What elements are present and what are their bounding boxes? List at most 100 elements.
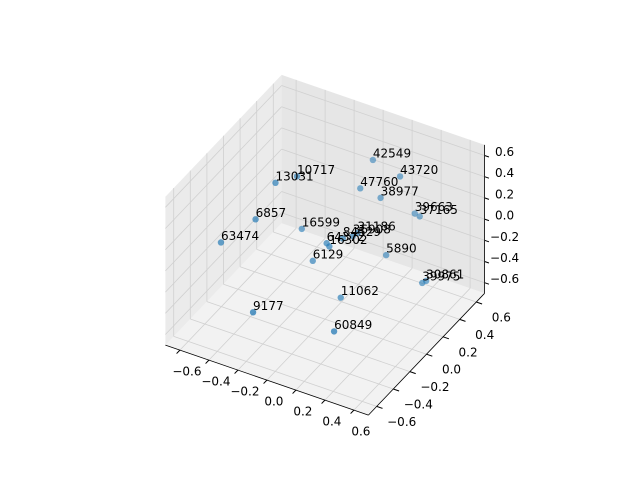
point-label: 31186 <box>358 220 396 234</box>
point <box>293 173 301 180</box>
grid-line <box>165 191 282 314</box>
tick-mark <box>484 218 490 222</box>
x-tick-label: −0.6 <box>172 365 201 379</box>
point-label: 6129 <box>313 247 344 261</box>
grid-line <box>281 85 485 156</box>
grid-line <box>190 318 394 390</box>
grid-line <box>165 212 282 335</box>
y-tick-label: −0.6 <box>387 415 416 429</box>
x-tick-label: 0.0 <box>264 395 283 409</box>
point <box>369 156 377 164</box>
tick-mark <box>376 405 383 409</box>
y-tick-label: 0.0 <box>442 363 461 377</box>
tick-mark <box>234 369 239 374</box>
z-tick-label: 0.0 <box>495 209 514 223</box>
z-tick-label: −0.2 <box>490 230 519 244</box>
point <box>309 257 316 265</box>
z-tick-label: −0.6 <box>490 272 519 286</box>
y-tick-label: 0.4 <box>475 328 494 342</box>
point-label: 39975 <box>422 269 460 283</box>
point <box>272 179 279 187</box>
tick-mark <box>476 301 483 305</box>
grid-line <box>281 169 485 241</box>
point-label: 6857 <box>256 206 287 220</box>
tick-mark <box>426 353 433 357</box>
tick-mark <box>205 359 210 364</box>
grid-line <box>165 106 282 229</box>
y-tick-label: −0.2 <box>420 380 449 394</box>
point-label: 84529 <box>343 225 381 239</box>
point <box>330 328 338 335</box>
point <box>217 239 225 246</box>
point-label: 11062 <box>341 284 379 298</box>
point <box>354 229 361 237</box>
point <box>337 294 344 301</box>
point-label: 5890 <box>386 242 417 256</box>
grid-line <box>281 127 485 199</box>
point-label: 60849 <box>334 318 372 332</box>
y-tick-label: −0.4 <box>404 398 433 412</box>
point <box>382 251 390 259</box>
x-axis-line <box>165 344 369 416</box>
z-tick-label: 0.6 <box>495 145 514 159</box>
grid-line <box>165 85 282 208</box>
z-tick-label: 0.2 <box>495 187 514 201</box>
grid-line <box>165 170 282 293</box>
y-axis-line <box>368 293 485 416</box>
tick-mark <box>484 176 490 179</box>
x-tick-label: 0.2 <box>293 405 312 419</box>
y-tick-label: 0.6 <box>492 311 511 325</box>
tick-mark <box>263 379 268 384</box>
point <box>252 216 259 223</box>
tick-mark <box>350 409 355 414</box>
point <box>298 225 306 233</box>
tick-mark <box>393 388 400 392</box>
point-label: 10717 <box>297 163 335 177</box>
grid-line <box>206 301 411 372</box>
point <box>396 173 404 180</box>
point <box>357 185 364 192</box>
tick-mark <box>484 282 490 285</box>
grid-line <box>281 212 485 284</box>
point-label: 36908 <box>353 223 391 237</box>
tick-mark <box>484 197 490 200</box>
point <box>416 213 423 220</box>
grid-line <box>239 266 444 338</box>
point-label: 9177 <box>253 299 284 313</box>
tick-mark <box>176 349 181 354</box>
grid-line <box>281 106 485 178</box>
grid-line <box>281 148 485 220</box>
z-tick-label: 0.4 <box>495 166 514 180</box>
grid-line <box>281 191 485 262</box>
x-tick-label: −0.2 <box>230 385 259 399</box>
point <box>411 210 418 217</box>
tick-mark <box>292 389 297 394</box>
grid-line <box>173 336 377 407</box>
z-tick-label: −0.4 <box>490 251 519 265</box>
point-label: 43720 <box>400 163 438 177</box>
x-tick-label: 0.6 <box>351 425 370 439</box>
point <box>377 194 384 202</box>
grid-line <box>273 231 477 303</box>
point-label: 16599 <box>302 215 340 229</box>
point-label: 38977 <box>381 184 419 198</box>
point-label: 39663 <box>415 200 453 214</box>
point-label: 30861 <box>426 267 464 281</box>
tick-mark <box>484 155 490 158</box>
tick-mark <box>484 239 490 243</box>
point-label: 42549 <box>373 146 411 160</box>
point <box>249 309 257 316</box>
point-label: 13031 <box>275 169 313 183</box>
point-label: 37165 <box>420 203 458 217</box>
grid-line <box>223 283 427 355</box>
point <box>419 279 426 287</box>
tick-mark <box>484 261 490 264</box>
point <box>326 243 333 250</box>
tick-mark <box>409 371 416 375</box>
tick-mark <box>321 399 326 404</box>
x-tick-label: −0.4 <box>201 375 230 389</box>
grid-line <box>165 148 282 272</box>
tick-mark <box>442 336 450 340</box>
point-label: 16302 <box>329 233 367 247</box>
